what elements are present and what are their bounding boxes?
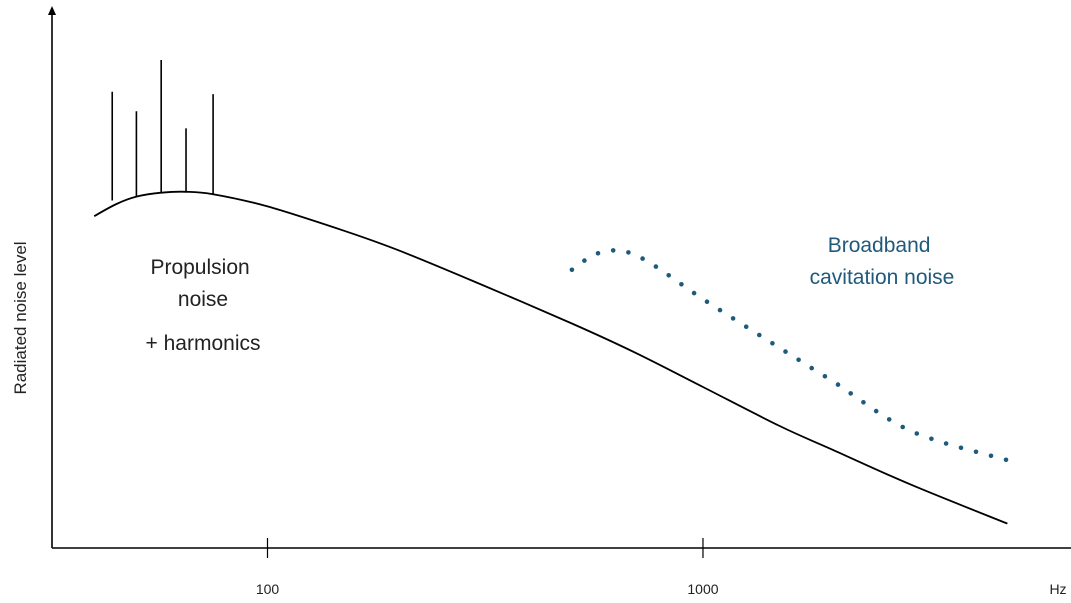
annotation-propulsion-line-2: noise xyxy=(178,288,228,311)
series-dot-1-0 xyxy=(569,267,575,273)
series-dot-1-10 xyxy=(704,299,710,305)
series-dot-1-21 xyxy=(848,391,853,396)
series-dot-1-29 xyxy=(958,445,964,451)
series-dot-1-25 xyxy=(900,424,905,430)
series-dot-1-16 xyxy=(783,349,788,354)
annotation-propulsion: Propulsion noise xyxy=(150,256,255,311)
harmonic-lines xyxy=(111,60,214,201)
series-dot-1-18 xyxy=(809,365,814,371)
x-ticks: 100 1000 xyxy=(256,538,719,597)
series-dot-1-20 xyxy=(835,382,841,387)
annotation-cavitation-line-1: Broadband xyxy=(828,234,931,257)
series-dot-1-26 xyxy=(914,431,920,436)
series-dot-1-7 xyxy=(666,273,671,278)
series-dot-1-5 xyxy=(640,256,645,261)
series-dot-1-8 xyxy=(679,282,684,287)
series-dot-1-3 xyxy=(610,248,616,253)
series-dot-1-27 xyxy=(929,436,934,442)
series-line-0 xyxy=(93,190,1008,525)
series-dot-1-4 xyxy=(626,250,631,255)
series-dot-1-17 xyxy=(796,357,801,363)
series-dots-1 xyxy=(569,248,1009,463)
x-unit-label: Hz xyxy=(1049,581,1066,597)
series-dot-1-31 xyxy=(988,453,994,459)
series-dot-1-13 xyxy=(743,324,749,330)
series-dot-1-12 xyxy=(730,316,736,321)
series-dot-1-15 xyxy=(770,341,775,346)
series-dot-1-30 xyxy=(973,449,979,455)
series-dot-1-24 xyxy=(886,417,892,422)
series-dot-1-11 xyxy=(717,307,723,313)
annotation-harmonics: + harmonics xyxy=(146,332,261,355)
series-dot-1-1 xyxy=(582,258,587,263)
series-dot-1-6 xyxy=(653,264,659,269)
y-axis-label: Radiated noise level xyxy=(11,241,30,394)
series-dot-1-22 xyxy=(861,400,866,405)
series-dot-1-2 xyxy=(595,251,601,256)
series-dot-1-23 xyxy=(873,408,879,414)
series-group xyxy=(93,190,1009,525)
series-dot-1-9 xyxy=(691,290,697,296)
series-dot-1-28 xyxy=(943,441,949,446)
annotation-cavitation: Broadband cavitation noise xyxy=(810,234,955,289)
x-tick-label-1: 1000 xyxy=(687,581,718,597)
series-dot-1-19 xyxy=(822,374,828,379)
x-tick-label-0: 100 xyxy=(256,581,280,597)
series-dot-1-14 xyxy=(757,332,762,338)
annotation-cavitation-line-2: cavitation noise xyxy=(810,266,955,289)
annotation-propulsion-line-1: Propulsion xyxy=(150,256,249,279)
series-dot-1-32 xyxy=(1003,457,1009,463)
annotation-harmonics-line-1: + harmonics xyxy=(146,332,261,355)
